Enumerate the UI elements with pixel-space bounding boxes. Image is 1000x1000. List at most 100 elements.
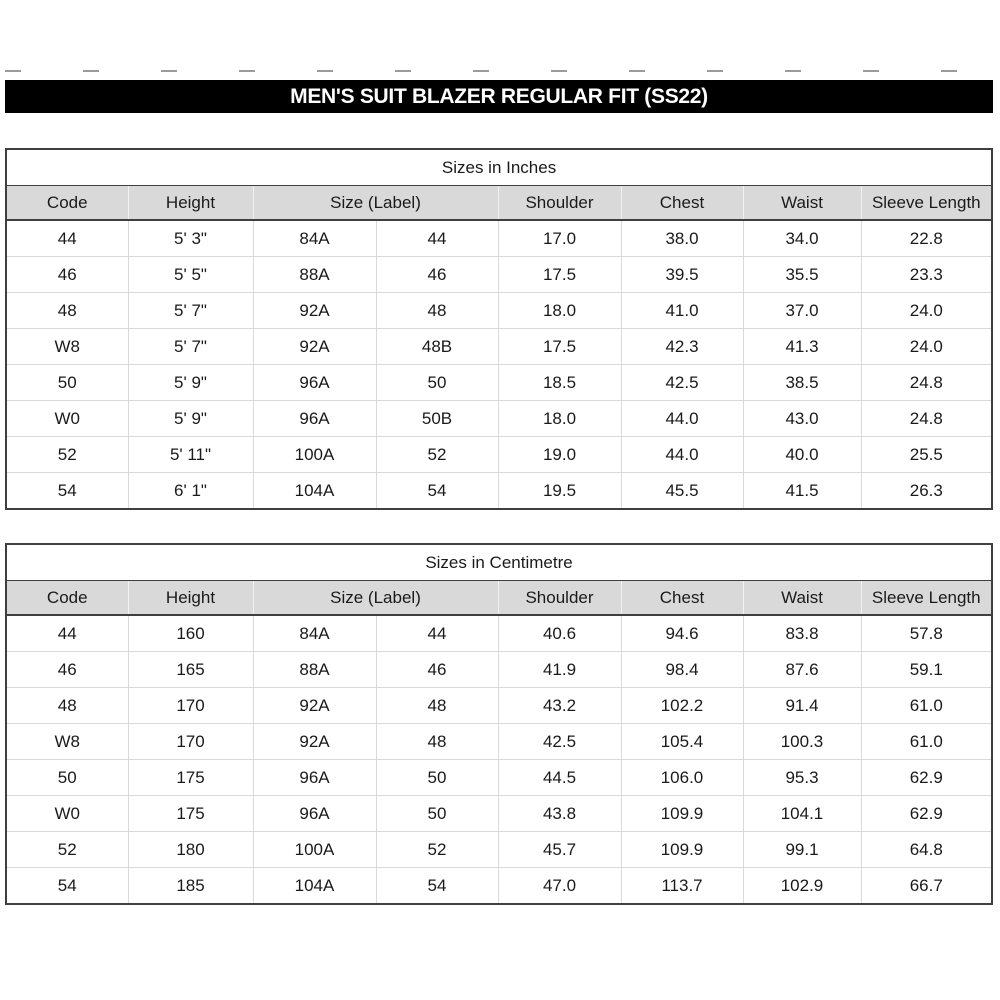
table-row: 52 180 100A 52 45.7 109.9 99.1 64.8 (6, 831, 993, 868)
table-cell: 52 (375, 436, 499, 473)
table-cell: 62.9 (860, 795, 993, 832)
table-cell: 96A (252, 400, 377, 437)
table-cell: 50B (375, 400, 499, 437)
table-cell: 17.0 (497, 219, 622, 257)
table-cell: 96A (252, 364, 377, 401)
table-cell: 5' 7" (127, 328, 254, 365)
table-row: 44 160 84A 44 40.6 94.6 83.8 57.8 (6, 614, 993, 652)
table-cell: 92A (252, 292, 377, 329)
table-cell: 41.9 (497, 651, 622, 688)
table-cell: 42.5 (620, 364, 744, 401)
table-cell: 92A (252, 687, 377, 724)
table-cell: 94.6 (620, 614, 744, 652)
table-cell: 46 (6, 256, 129, 293)
table-header-row: Code Height Size (Label) Shoulder Chest Waist… (6, 580, 993, 616)
table-cell: 40.0 (742, 436, 862, 473)
table-cell: 17.5 (497, 256, 622, 293)
table-cell: 48 (375, 687, 499, 724)
table-cell: 88A (252, 256, 377, 293)
table-cell: 18.0 (497, 292, 622, 329)
table-cell: 26.3 (860, 472, 993, 509)
table-cell: 42.3 (620, 328, 744, 365)
sizes-in-inches-table: Sizes in Inches Code Height Size (Label) Sh… (5, 148, 994, 510)
table-cell: 175 (127, 759, 254, 796)
table-cell: 175 (127, 795, 254, 832)
table-cell: 24.0 (860, 292, 993, 329)
table-cell: 44 (375, 614, 499, 652)
table-cell: 91.4 (742, 687, 862, 724)
table-cell: 165 (127, 651, 254, 688)
table-cell: 50 (6, 364, 129, 401)
table-cell: W8 (6, 328, 129, 365)
table-cell: 39.5 (620, 256, 744, 293)
column-header: Sleeve Length (860, 185, 993, 221)
table-cell: 43.8 (497, 795, 622, 832)
table-cell: 185 (127, 867, 254, 904)
table-cell: 46 (375, 651, 499, 688)
table-cell: 104A (252, 472, 377, 509)
table-cell: 5' 9" (127, 400, 254, 437)
table-row: 48 170 92A 48 43.2 102.2 91.4 61.0 (6, 687, 993, 724)
table-caption: Sizes in Centimetre (6, 544, 993, 581)
table-cell: 61.0 (860, 723, 993, 760)
table-cell: 19.0 (497, 436, 622, 473)
table-cell: 48 (375, 292, 499, 329)
table-cell: 18.5 (497, 364, 622, 401)
table-cell: 99.1 (742, 831, 862, 868)
table-cell: 38.5 (742, 364, 862, 401)
table-cell: 54 (6, 472, 129, 509)
table-cell: 87.6 (742, 651, 862, 688)
table-cell: 50 (375, 364, 499, 401)
table-row: 46 5' 5" 88A 46 17.5 39.5 35.5 23.3 (6, 256, 993, 293)
table-cell: 40.6 (497, 614, 622, 652)
table-cell: 46 (6, 651, 129, 688)
table-cell: 180 (127, 831, 254, 868)
table-cell: 61.0 (860, 687, 993, 724)
table-cell: 43.2 (497, 687, 622, 724)
table-cell: 25.5 (860, 436, 993, 473)
table-cell: 84A (252, 614, 377, 652)
table-cell: W8 (6, 723, 129, 760)
table-cell: 170 (127, 723, 254, 760)
table-cell: 22.8 (860, 219, 993, 257)
table-cell: 52 (6, 436, 129, 473)
table-cell: 48B (375, 328, 499, 365)
table-cell: 42.5 (497, 723, 622, 760)
table-cell: 102.9 (742, 867, 862, 904)
table-row: 48 5' 7" 92A 48 18.0 41.0 37.0 24.0 (6, 292, 993, 329)
table-cell: 50 (375, 759, 499, 796)
table-cell: 41.5 (742, 472, 862, 509)
column-header: Shoulder (497, 185, 621, 221)
table-cell: 84A (252, 219, 377, 257)
table-row: W8 170 92A 48 42.5 105.4 100.3 61.0 (6, 723, 993, 760)
table-cell: 102.2 (620, 687, 744, 724)
table-cell: 24.8 (860, 364, 993, 401)
column-header: Sleeve Length (860, 580, 993, 616)
table-cell: 96A (252, 759, 377, 796)
table-row: 50 5' 9" 96A 50 18.5 42.5 38.5 24.8 (6, 364, 993, 401)
table-cell: 44.0 (620, 436, 744, 473)
table-cell: 37.0 (742, 292, 862, 329)
table-cell: 160 (127, 614, 254, 652)
table-cell: 44 (6, 614, 129, 652)
table-cell: 18.0 (497, 400, 622, 437)
column-header: Code (6, 185, 128, 221)
column-header: Size (Label) (252, 185, 498, 221)
table-cell: 5' 9" (127, 364, 254, 401)
table-row: W8 5' 7" 92A 48B 17.5 42.3 41.3 24.0 (6, 328, 993, 365)
table-row: W0 175 96A 50 43.8 109.9 104.1 62.9 (6, 795, 993, 832)
table-cell: 106.0 (620, 759, 744, 796)
table-cell: 100A (252, 831, 377, 868)
table-cell: 45.7 (497, 831, 622, 868)
table-cell: 5' 3" (127, 219, 254, 257)
table-cell: 5' 7" (127, 292, 254, 329)
table-cell: 92A (252, 328, 377, 365)
table-cell: 59.1 (860, 651, 993, 688)
table-cell: 17.5 (497, 328, 622, 365)
table-row: W0 5' 9" 96A 50B 18.0 44.0 43.0 24.8 (6, 400, 993, 437)
table-caption-row: Sizes in Centimetre (6, 544, 993, 581)
table-cell: 34.0 (742, 219, 862, 257)
table-cell: 48 (6, 292, 129, 329)
column-header: Size (Label) (252, 580, 498, 616)
